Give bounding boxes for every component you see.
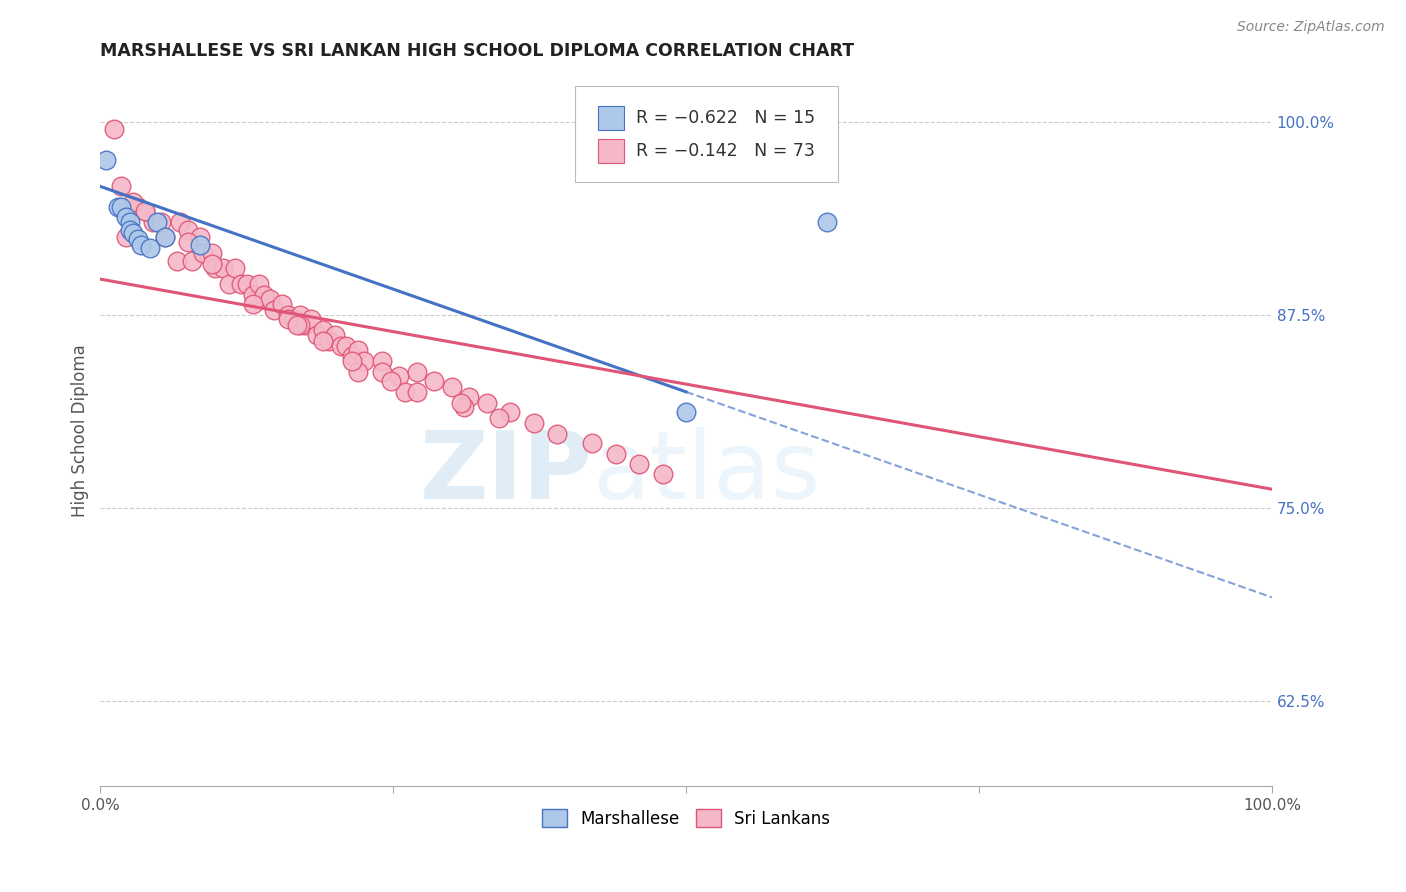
Point	[236, 277, 259, 291]
Point	[201, 245, 224, 260]
Point	[131, 238, 153, 252]
Legend: Marshallese, Sri Lankans: Marshallese, Sri Lankans	[536, 803, 837, 834]
Point	[815, 215, 838, 229]
Point	[294, 318, 316, 333]
Point	[277, 312, 299, 326]
Point	[458, 390, 481, 404]
Point	[440, 380, 463, 394]
FancyBboxPatch shape	[575, 86, 838, 182]
Point	[329, 338, 352, 352]
Point	[285, 318, 308, 333]
Point	[388, 369, 411, 384]
Point	[475, 395, 498, 409]
Point	[166, 253, 188, 268]
Point	[224, 261, 246, 276]
Point	[212, 261, 235, 276]
Point	[299, 312, 322, 326]
Point	[423, 374, 446, 388]
Point	[581, 435, 603, 450]
Point	[347, 343, 370, 358]
Point	[370, 365, 392, 379]
Point	[180, 253, 202, 268]
Point	[651, 467, 673, 481]
Text: R = −0.142   N = 73: R = −0.142 N = 73	[636, 142, 814, 161]
Point	[115, 230, 138, 244]
Point	[134, 204, 156, 219]
Text: R = −0.622   N = 15: R = −0.622 N = 15	[636, 109, 815, 127]
Point	[103, 122, 125, 136]
Point	[499, 405, 522, 419]
Point	[134, 204, 156, 219]
Point	[118, 222, 141, 236]
Point	[323, 327, 346, 342]
Point	[242, 287, 264, 301]
Point	[247, 277, 270, 291]
Point	[242, 297, 264, 311]
FancyBboxPatch shape	[599, 106, 624, 130]
Point	[288, 308, 311, 322]
Text: atlas: atlas	[592, 427, 821, 519]
Point	[370, 354, 392, 368]
Point	[218, 277, 240, 291]
Point	[342, 349, 364, 363]
Point	[127, 232, 149, 246]
Point	[453, 401, 475, 415]
Point	[380, 374, 402, 388]
Point	[145, 215, 167, 229]
Point	[188, 230, 211, 244]
Point	[628, 458, 651, 472]
Point	[353, 354, 375, 368]
Point	[335, 338, 357, 352]
Point	[488, 411, 510, 425]
Point	[229, 277, 252, 291]
Point	[177, 235, 200, 249]
Text: MARSHALLESE VS SRI LANKAN HIGH SCHOOL DIPLOMA CORRELATION CHART: MARSHALLESE VS SRI LANKAN HIGH SCHOOL DI…	[100, 42, 855, 60]
Point	[405, 365, 427, 379]
Point	[110, 200, 132, 214]
Point	[259, 292, 281, 306]
Point	[193, 245, 215, 260]
Point	[118, 215, 141, 229]
Point	[307, 327, 329, 342]
Point	[122, 194, 145, 209]
Point	[188, 238, 211, 252]
Point	[288, 318, 311, 333]
Point	[153, 230, 176, 244]
Point	[342, 354, 364, 368]
Point	[675, 405, 697, 419]
Point	[271, 297, 294, 311]
FancyBboxPatch shape	[599, 139, 624, 163]
Point	[115, 211, 138, 225]
Point	[394, 384, 416, 399]
Point	[263, 303, 285, 318]
Point	[450, 395, 472, 409]
Text: ZIP: ZIP	[419, 427, 592, 519]
Point	[107, 200, 129, 214]
Point	[169, 215, 191, 229]
Text: Source: ZipAtlas.com: Source: ZipAtlas.com	[1237, 20, 1385, 34]
Point	[96, 153, 118, 168]
Point	[347, 365, 370, 379]
Point	[253, 287, 276, 301]
Point	[110, 179, 132, 194]
Point	[546, 426, 568, 441]
Point	[177, 222, 200, 236]
Point	[318, 334, 340, 348]
Point	[150, 215, 173, 229]
Point	[277, 308, 299, 322]
Point	[138, 241, 160, 255]
Point	[201, 257, 224, 271]
Point	[605, 447, 627, 461]
Point	[204, 261, 226, 276]
Y-axis label: High School Diploma: High School Diploma	[72, 344, 89, 516]
Point	[312, 323, 335, 337]
Point	[142, 215, 165, 229]
Point	[283, 312, 305, 326]
Point	[523, 416, 546, 430]
Point	[122, 226, 145, 240]
Point	[153, 230, 176, 244]
Point	[127, 200, 149, 214]
Point	[405, 384, 427, 399]
Point	[312, 334, 335, 348]
